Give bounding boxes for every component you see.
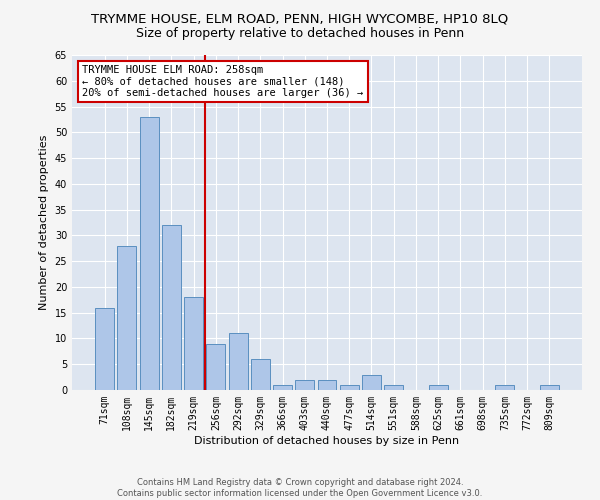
Bar	[162, 225, 181, 390]
Y-axis label: Number of detached properties: Number of detached properties	[39, 135, 49, 310]
Bar	[540, 385, 559, 390]
Bar	[273, 385, 292, 390]
Bar	[295, 380, 314, 390]
Bar	[118, 246, 136, 390]
Bar	[429, 385, 448, 390]
Bar	[340, 385, 359, 390]
Bar	[317, 380, 337, 390]
Text: TRYMME HOUSE ELM ROAD: 258sqm
← 80% of detached houses are smaller (148)
20% of : TRYMME HOUSE ELM ROAD: 258sqm ← 80% of d…	[82, 65, 364, 98]
Text: TRYMME HOUSE, ELM ROAD, PENN, HIGH WYCOMBE, HP10 8LQ: TRYMME HOUSE, ELM ROAD, PENN, HIGH WYCOM…	[91, 12, 509, 26]
Bar	[140, 117, 158, 390]
Bar	[384, 385, 403, 390]
Text: Size of property relative to detached houses in Penn: Size of property relative to detached ho…	[136, 28, 464, 40]
X-axis label: Distribution of detached houses by size in Penn: Distribution of detached houses by size …	[194, 436, 460, 446]
Bar	[362, 374, 381, 390]
Bar	[95, 308, 114, 390]
Bar	[229, 334, 248, 390]
Bar	[251, 359, 270, 390]
Text: Contains HM Land Registry data © Crown copyright and database right 2024.
Contai: Contains HM Land Registry data © Crown c…	[118, 478, 482, 498]
Bar	[206, 344, 225, 390]
Bar	[184, 297, 203, 390]
Bar	[496, 385, 514, 390]
